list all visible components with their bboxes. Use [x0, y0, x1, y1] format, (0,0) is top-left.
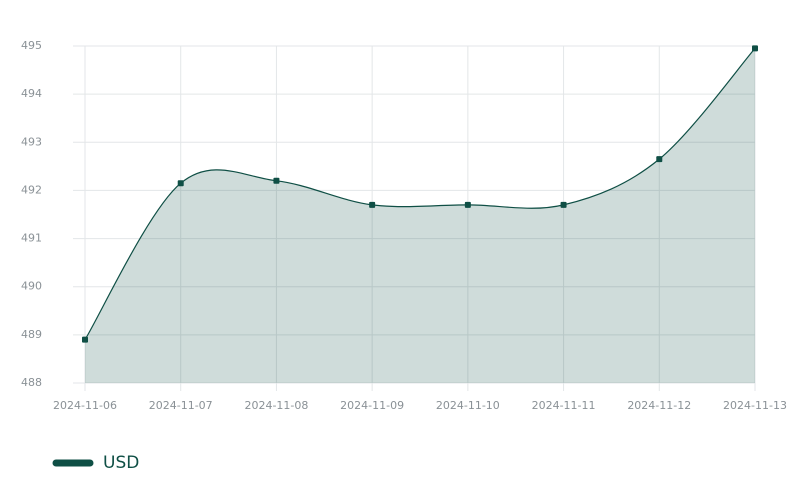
- x-tick-label: 2024-11-07: [149, 399, 213, 412]
- y-tick-label: 489: [21, 328, 42, 341]
- x-tick-label: 2024-11-08: [244, 399, 308, 412]
- x-tick-label: 2024-11-13: [723, 399, 787, 412]
- y-tick-label: 495: [21, 39, 42, 52]
- y-tick-label: 494: [21, 87, 42, 100]
- x-tick-label: 2024-11-11: [532, 399, 596, 412]
- y-tick-label: 490: [21, 280, 42, 293]
- y-tick-label: 492: [21, 183, 42, 196]
- x-tick-label: 2024-11-12: [627, 399, 691, 412]
- x-tick-label: 2024-11-09: [340, 399, 404, 412]
- area-fill: [85, 48, 755, 384]
- point: [560, 201, 567, 208]
- x-tick-label: 2024-11-10: [436, 399, 500, 412]
- x-tick-label: 2024-11-06: [53, 399, 117, 412]
- point: [177, 180, 184, 187]
- legend-label: USD: [103, 453, 139, 473]
- y-tick-label: 493: [21, 135, 42, 148]
- point: [752, 45, 758, 52]
- y-tick-label: 491: [21, 232, 42, 245]
- point: [369, 201, 376, 208]
- point: [656, 156, 663, 163]
- y-tick-label: 488: [21, 376, 42, 389]
- point: [273, 177, 280, 184]
- point: [464, 201, 471, 208]
- point: [82, 336, 88, 343]
